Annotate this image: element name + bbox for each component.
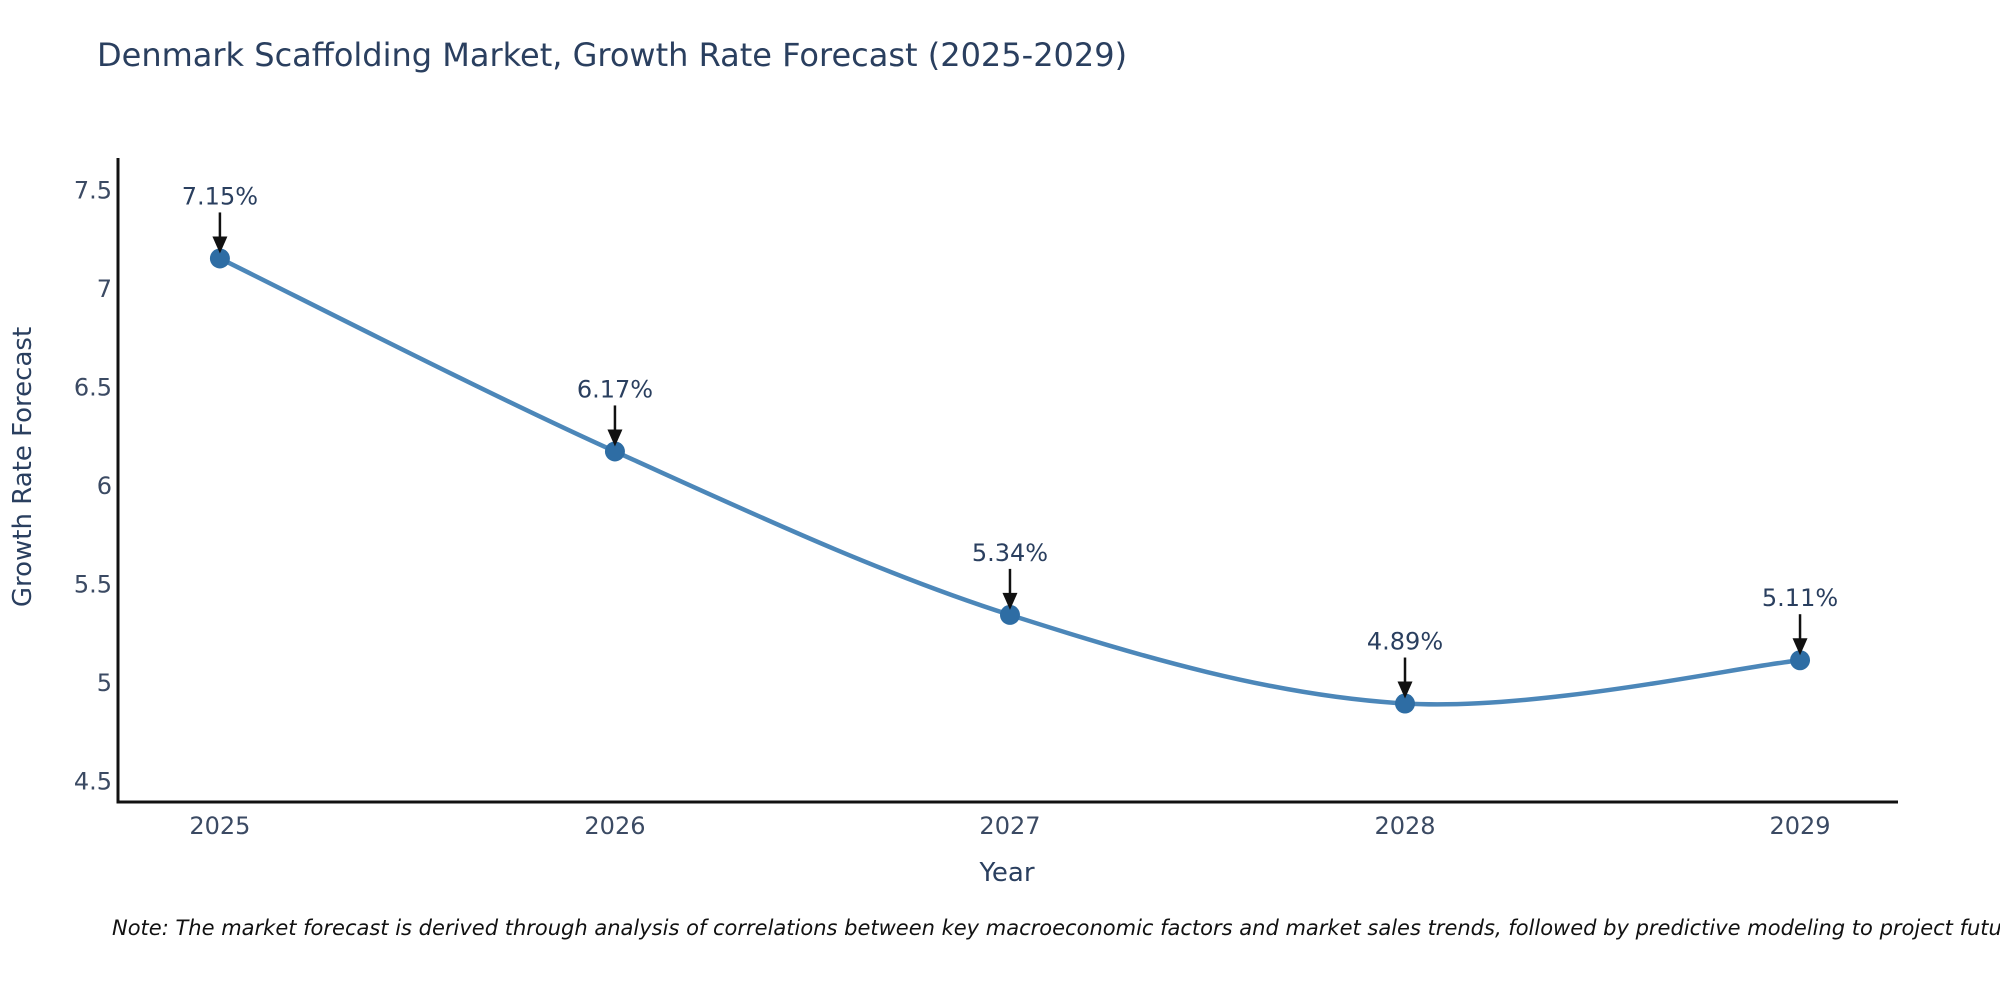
y-tick-label: 7 <box>97 275 112 303</box>
trend-line <box>217 256 1803 707</box>
x-tick-label: 2028 <box>1374 812 1435 840</box>
y-axis-title: Growth Rate Forecast <box>8 326 38 608</box>
y-tick-label: 6 <box>97 472 112 500</box>
y-tick-label: 5 <box>97 669 112 697</box>
point-annotation-label: 5.34% <box>972 539 1048 567</box>
annotation-arrow-head <box>1002 592 1018 610</box>
x-tick-label: 2027 <box>979 812 1040 840</box>
data-point-marker <box>1395 693 1416 714</box>
x-axis-title: Year <box>979 858 1035 888</box>
y-tick-label: 7.5 <box>74 177 112 205</box>
data-point-marker <box>999 604 1020 625</box>
y-tick-label: 5.5 <box>74 570 112 598</box>
annotation-arrow-head <box>1397 681 1413 699</box>
annotation-arrow-head <box>212 236 228 254</box>
point-annotation-label: 4.89% <box>1367 628 1443 656</box>
y-tick-label: 6.5 <box>74 373 112 401</box>
footnote: Note: The market forecast is derived thr… <box>112 916 2000 940</box>
point-annotation-label: 7.15% <box>182 182 258 210</box>
data-point-marker <box>209 248 230 269</box>
annotation-arrow-head <box>607 429 623 447</box>
y-tick-label: 4.5 <box>74 767 112 795</box>
x-tick-label: 2026 <box>584 812 645 840</box>
point-annotation-label: 6.17% <box>577 375 653 403</box>
point-annotation-label: 5.11% <box>1762 584 1838 612</box>
annotation-arrow-head <box>1792 638 1808 656</box>
chart-title: Denmark Scaffolding Market, Growth Rate … <box>97 36 1128 74</box>
data-point-marker <box>604 441 625 462</box>
x-tick-label: 2025 <box>189 812 250 840</box>
data-point-marker <box>1790 650 1811 671</box>
x-tick-label: 2029 <box>1769 812 1830 840</box>
